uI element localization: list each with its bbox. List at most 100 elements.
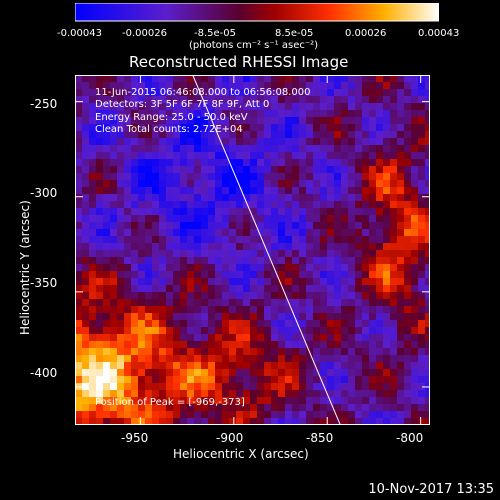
heatmap-cell [222,348,229,355]
heatmap-cell [404,334,411,341]
heatmap-cell [236,411,243,418]
heatmap-cell [194,411,201,418]
heatmap-cell [320,376,327,383]
heatmap-cell [425,208,430,215]
heatmap-cell [264,313,271,320]
heatmap-cell [383,194,390,201]
heatmap-cell [313,173,320,180]
heatmap-cell [180,89,187,96]
heatmap-cell [362,187,369,194]
heatmap-cell [145,180,152,187]
heatmap-cell [215,271,222,278]
heatmap-cell [180,397,187,404]
heatmap-cell [131,180,138,187]
heatmap-cell [264,383,271,390]
heatmap-cell [173,215,180,222]
heatmap-cell [187,117,194,124]
heatmap-cell [103,355,110,362]
heatmap-cell [131,369,138,376]
heatmap-cell [96,327,103,334]
heatmap-cell [418,180,425,187]
heatmap-cell [306,152,313,159]
heatmap-cell [208,180,215,187]
heatmap-cell [187,257,194,264]
heatmap-cell [187,327,194,334]
heatmap-cell [208,264,215,271]
heatmap-cell [138,166,145,173]
heatmap-cell [243,411,250,418]
heatmap-cell [425,124,430,131]
heatmap-cell [418,229,425,236]
heatmap-cell [285,96,292,103]
heatmap-cell [145,222,152,229]
heatmap-cell [243,257,250,264]
heatmap-cell [362,257,369,264]
heatmap-cell [159,404,166,411]
heatmap-cell [362,159,369,166]
heatmap-cell [222,341,229,348]
heatmap-cell [166,264,173,271]
heatmap-cell [201,250,208,257]
heatmap-cell [369,117,376,124]
x-tick-label: -850 [306,431,334,445]
heatmap-cell [362,82,369,89]
heatmap-cell [152,89,159,96]
heatmap-cell [145,166,152,173]
heatmap-cell [264,222,271,229]
heatmap-cell [166,229,173,236]
heatmap-cell [306,124,313,131]
heatmap-cell [159,376,166,383]
heatmap-cell [208,243,215,250]
heatmap-cell [418,299,425,306]
heatmap-cell [89,390,96,397]
heatmap-cell [285,131,292,138]
heatmap-cell [271,180,278,187]
heatmap-cell [124,117,131,124]
heatmap-cell [96,243,103,250]
heatmap-cell [306,180,313,187]
heatmap-cell [418,404,425,411]
heatmap-cell [383,313,390,320]
heatmap-cell [404,341,411,348]
heatmap-cell [131,355,138,362]
heatmap-cell [313,390,320,397]
heatmap-cell [180,75,187,82]
heatmap-cell [257,82,264,89]
heatmap-cell [145,390,152,397]
heatmap-cell [124,215,131,222]
heatmap-cell [418,75,425,82]
heatmap-cell [348,418,355,425]
heatmap-cell [89,411,96,418]
energy-range-annotation: Energy Range: 25.0 - 50.0 keV [95,112,248,123]
heatmap-cell [75,138,82,145]
heatmap-cell [341,236,348,243]
heatmap-cell [250,376,257,383]
heatmap-cell [264,159,271,166]
heatmap-cell [376,194,383,201]
heatmap-cell [96,103,103,110]
heatmap-cell [187,362,194,369]
heatmap-cell [327,166,334,173]
heatmap-cell [75,418,82,425]
heatmap-cell [180,341,187,348]
heatmap-cell [313,327,320,334]
heatmap-cell [390,411,397,418]
heatmap-cell [194,418,201,425]
heatmap-cell [236,334,243,341]
heatmap-cell [313,201,320,208]
heatmap-cell [411,362,418,369]
heatmap-cell [159,229,166,236]
heatmap-cell [152,96,159,103]
heatmap-cell [306,194,313,201]
heatmap-cell [159,397,166,404]
heatmap-cell [236,278,243,285]
heatmap-cell [96,383,103,390]
heatmap-cell [194,341,201,348]
heatmap-cell [89,348,96,355]
heatmap-cell [299,376,306,383]
heatmap-cell [187,397,194,404]
heatmap-cell [376,229,383,236]
heatmap-cell [271,236,278,243]
heatmap-cell [313,82,320,89]
heatmap-cell [131,362,138,369]
